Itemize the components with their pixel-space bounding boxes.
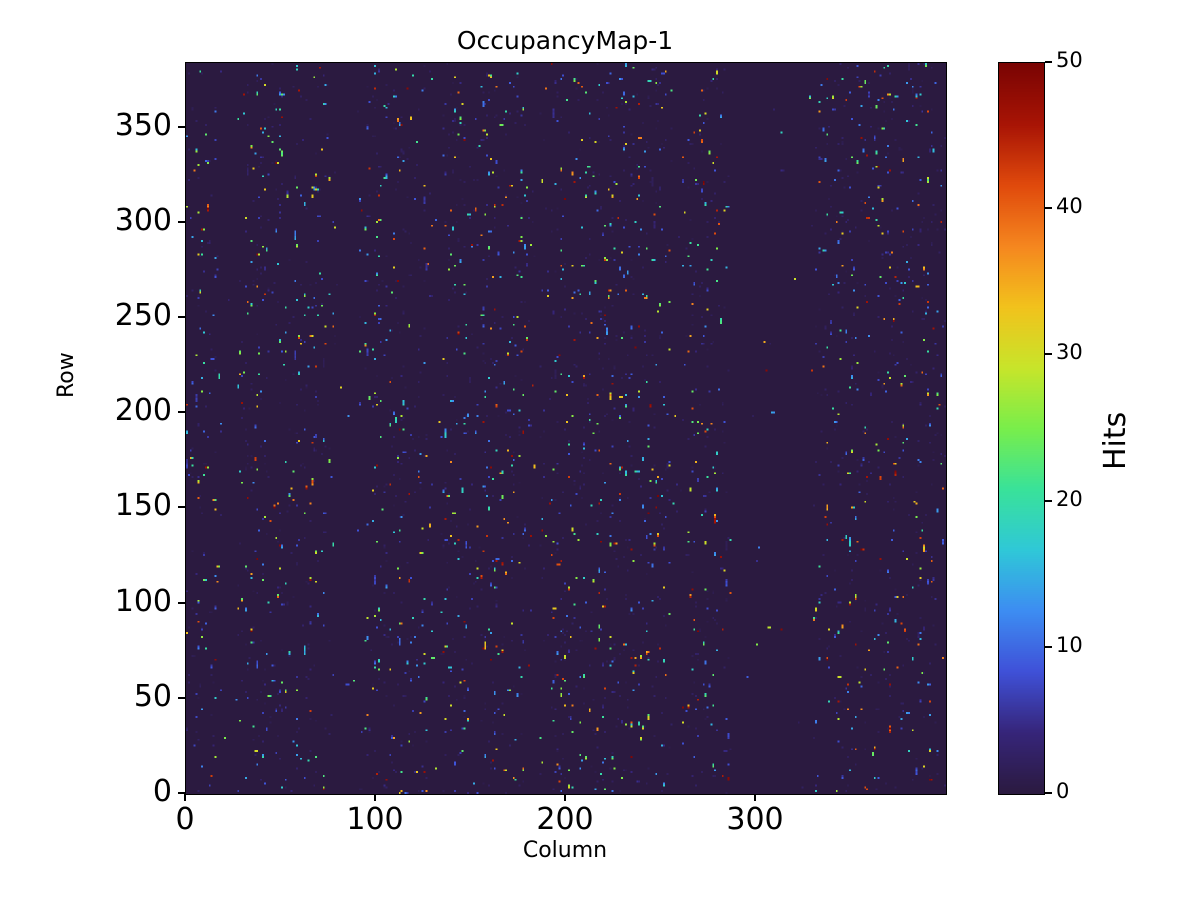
colorbar-tick-label: 40 <box>1056 194 1083 219</box>
colorbar-tick-mark <box>1045 645 1052 648</box>
y-tick-mark <box>178 125 185 128</box>
y-tick-label: 0 <box>152 774 172 809</box>
x-tick-mark <box>754 794 756 801</box>
colorbar-tick-mark <box>1045 61 1052 63</box>
x-tick-label: 0 <box>175 802 195 837</box>
y-tick-label: 100 <box>114 583 172 619</box>
colorbar-gradient <box>999 63 1044 794</box>
x-tick-mark <box>184 794 186 801</box>
y-tick-label: 50 <box>133 678 172 714</box>
y-tick-label: 300 <box>114 202 172 238</box>
y-tick-mark <box>178 316 185 319</box>
colorbar-tick-mark <box>1045 207 1052 210</box>
y-tick-mark <box>178 601 185 604</box>
colorbar-label: Hits <box>1098 411 1133 470</box>
y-tick-mark <box>178 411 185 414</box>
page-title: OccupancyMap-1 <box>456 26 674 55</box>
x-tick-label: 200 <box>536 802 594 837</box>
colorbar-tick-label: 10 <box>1056 632 1083 657</box>
x-tick-mark <box>564 794 566 801</box>
y-tick-label: 200 <box>114 393 172 429</box>
colorbar <box>998 62 1045 795</box>
y-tick-mark <box>178 506 185 509</box>
x-tick-label: 100 <box>346 802 404 837</box>
x-axis-label: Column <box>522 838 608 863</box>
y-tick-mark <box>178 696 185 699</box>
y-tick-label: 150 <box>114 488 172 524</box>
colorbar-tick-label: 30 <box>1056 340 1083 365</box>
occupancy-heatmap <box>186 63 946 794</box>
y-tick-label: 350 <box>114 107 172 143</box>
y-tick-mark <box>178 220 185 223</box>
colorbar-tick-label: 50 <box>1056 48 1083 72</box>
colorbar-tick-label: 0 <box>1056 779 1070 803</box>
y-tick-label: 250 <box>114 298 172 334</box>
heatmap-axes <box>185 62 947 795</box>
colorbar-tick-mark <box>1045 499 1052 502</box>
y-tick-mark <box>178 792 185 794</box>
y-axis-label: Row <box>54 352 79 398</box>
colorbar-tick-mark <box>1045 353 1052 356</box>
colorbar-tick-label: 20 <box>1056 486 1083 511</box>
x-tick-label: 300 <box>726 802 784 837</box>
colorbar-tick-mark <box>1045 792 1052 794</box>
x-tick-mark <box>374 794 376 801</box>
